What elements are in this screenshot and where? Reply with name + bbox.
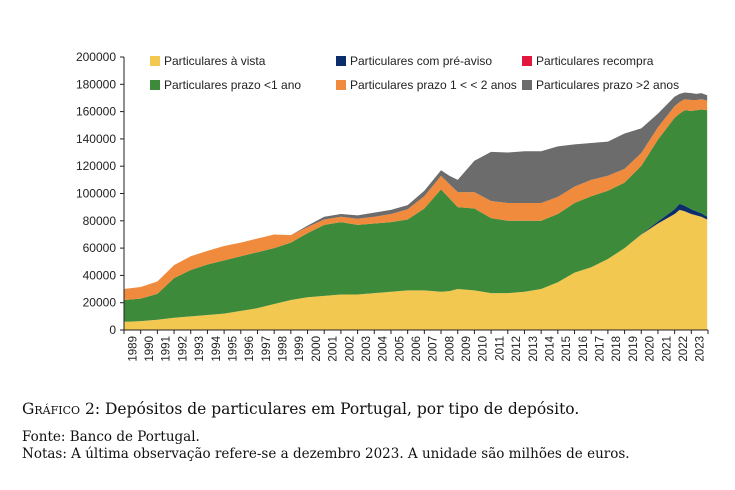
x-tick-label-1998: 1998 bbox=[278, 336, 290, 362]
x-tick-label-2004: 2004 bbox=[378, 335, 390, 361]
x-tick-label-1994: 1994 bbox=[211, 335, 223, 361]
x-tick-label-1995: 1995 bbox=[227, 336, 239, 362]
y-tick-label-5: 100000 bbox=[76, 187, 116, 201]
legend-label-3: Particulares prazo <1 ano bbox=[164, 78, 301, 92]
y-tick-label-6: 120000 bbox=[76, 159, 116, 173]
x-tick-label-2019: 2019 bbox=[628, 336, 640, 362]
x-tick-label-2013: 2013 bbox=[528, 336, 540, 362]
y-tick-label-1: 20000 bbox=[83, 296, 117, 310]
x-tick-label-2001: 2001 bbox=[328, 336, 340, 362]
y-tick-label-0: 0 bbox=[109, 323, 116, 337]
x-tick-label-1991: 1991 bbox=[161, 336, 173, 362]
y-tick-label-4: 80000 bbox=[83, 214, 117, 228]
x-tick-label-2018: 2018 bbox=[611, 336, 623, 362]
x-tick-label-1999: 1999 bbox=[294, 336, 306, 362]
legend-swatch-3 bbox=[150, 80, 160, 90]
deposits-stacked-area-chart: 0 20000 40000 60000 80000 100000 120000 140000 1… bbox=[76, 50, 709, 362]
x-tick-label-1990: 1990 bbox=[144, 336, 156, 362]
legend-label-1: Particulares com pré-aviso bbox=[350, 54, 492, 68]
figure-label-first: G bbox=[22, 400, 35, 418]
x-tick-label-2015: 2015 bbox=[561, 336, 573, 362]
x-tick-label-2022: 2022 bbox=[678, 336, 690, 362]
figure-number: 2: bbox=[84, 400, 101, 418]
y-tick-label-3: 60000 bbox=[83, 241, 117, 255]
legend-label-5: Particulares prazo >2 anos bbox=[536, 78, 679, 92]
x-tick-label-1993: 1993 bbox=[194, 336, 206, 362]
y-tick-label-8: 160000 bbox=[76, 105, 116, 119]
x-tick-label-2011: 2011 bbox=[494, 336, 506, 361]
legend-swatch-0 bbox=[150, 56, 160, 66]
x-tick-label-1989: 1989 bbox=[127, 336, 139, 362]
legend-label-0: Particulares à vista bbox=[164, 54, 266, 68]
x-tick-label-2010: 2010 bbox=[478, 336, 490, 362]
y-tick-label-9: 180000 bbox=[76, 77, 116, 91]
x-tick-label-2014: 2014 bbox=[544, 335, 556, 361]
x-tick-label-2008: 2008 bbox=[444, 336, 456, 362]
area-series-0 bbox=[124, 209, 708, 330]
x-tick-label-2023: 2023 bbox=[695, 336, 707, 362]
y-tick-label-2: 40000 bbox=[83, 268, 117, 282]
x-tick-label-1997: 1997 bbox=[261, 336, 273, 362]
x-tick-label-2002: 2002 bbox=[344, 336, 356, 362]
x-tick-label-1992: 1992 bbox=[177, 336, 189, 362]
x-tick-label-2006: 2006 bbox=[411, 336, 423, 362]
legend-label-4: Particulares prazo 1 < < 2 anos bbox=[350, 78, 517, 92]
figure-source: Fonte: Banco de Portugal. bbox=[22, 429, 200, 445]
area-series-3 bbox=[124, 109, 708, 322]
figure-caption-title: Gráfico 2: Depósitos de particulares em … bbox=[22, 400, 579, 418]
x-tick-label-2017: 2017 bbox=[595, 336, 607, 362]
x-tick-label-2005: 2005 bbox=[394, 336, 406, 362]
x-tick-label-2003: 2003 bbox=[361, 336, 373, 362]
legend-swatch-2 bbox=[522, 56, 532, 66]
x-tick-label-2016: 2016 bbox=[578, 336, 590, 362]
x-tick-label-2007: 2007 bbox=[428, 336, 440, 362]
x-tick-label-2020: 2020 bbox=[645, 336, 657, 362]
legend-label-2: Particulares recompra bbox=[536, 54, 654, 68]
figure-title: Depósitos de particulares em Portugal, p… bbox=[105, 400, 580, 418]
legend-swatch-5 bbox=[522, 80, 532, 90]
x-tick-label-2000: 2000 bbox=[311, 336, 323, 362]
x-tick-label-2012: 2012 bbox=[511, 336, 523, 362]
x-tick-label-2009: 2009 bbox=[461, 336, 473, 362]
y-tick-label-10: 200000 bbox=[76, 50, 116, 64]
x-tick-label-1996: 1996 bbox=[244, 336, 256, 362]
figure-label-rest: ráfico bbox=[34, 400, 81, 418]
y-tick-label-7: 140000 bbox=[76, 132, 116, 146]
x-tick-label-2021: 2021 bbox=[661, 336, 673, 362]
legend-swatch-1 bbox=[336, 56, 346, 66]
figure-notes: Notas: A última observação refere-se a d… bbox=[22, 446, 630, 462]
legend-swatch-4 bbox=[336, 80, 346, 90]
